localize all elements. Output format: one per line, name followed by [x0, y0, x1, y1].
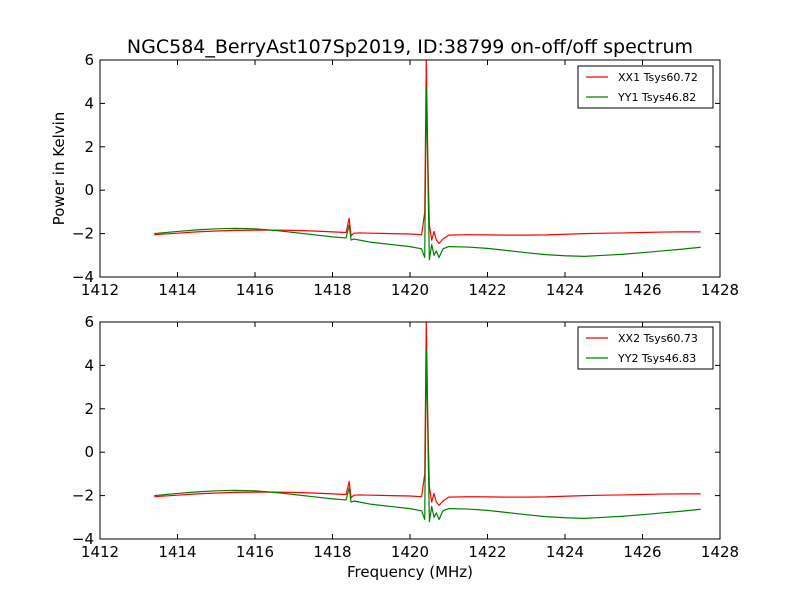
y-tick-label: −2	[72, 487, 94, 505]
x-tick-label: 1420	[391, 543, 429, 561]
legend-label: YY1 Tsys46.82	[617, 91, 696, 104]
bottom-panel: 1412 1414 1416 1418 1420 1422 1424 1426 1428 −4 −2…	[72, 313, 739, 581]
legend-label: YY2 Tsys46.83	[617, 352, 696, 365]
legend-box	[577, 326, 714, 370]
y-tick-label: 2	[84, 400, 94, 418]
x-tick-label: 1424	[546, 281, 584, 299]
y-tick-label: 4	[84, 94, 94, 112]
y-tick-label: 4	[84, 356, 94, 374]
legend-label: XX1 Tsys60.72	[618, 71, 698, 84]
y-tick-label: −2	[72, 225, 94, 243]
y-tick-label: −4	[72, 530, 94, 548]
series-line-yy	[154, 87, 701, 261]
x-tick-label: 1412	[81, 281, 119, 299]
x-tick-label: 1422	[468, 543, 506, 561]
y-tick-label: 6	[84, 313, 94, 331]
y-tick-label: −4	[72, 268, 94, 286]
y-tick-label: 6	[84, 51, 94, 69]
x-tick-label: 1414	[158, 281, 196, 299]
series-lines	[154, 60, 701, 261]
x-axis-label: Frequency (MHz)	[347, 563, 473, 581]
x-tick-label: 1428	[701, 543, 739, 561]
figure-title: NGC584_BerryAst107Sp2019, ID:38799 on-of…	[127, 36, 693, 58]
legend-label: XX2 Tsys60.73	[618, 332, 698, 345]
series-lines	[154, 322, 701, 523]
x-tick-label: 1424	[546, 543, 584, 561]
x-tick-label: 1420	[391, 281, 429, 299]
x-tick-label: 1416	[236, 543, 274, 561]
x-tick-label: 1422	[468, 281, 506, 299]
top-panel: 1412 1414 1416 1418 1420 1422 1424 1426 1428 −4 −2…	[50, 51, 739, 299]
x-tick-label: 1426	[623, 543, 661, 561]
legend: XX1 Tsys60.72 YY1 Tsys46.82	[577, 65, 714, 109]
legend-box	[577, 65, 714, 109]
x-tick-label: 1412	[81, 543, 119, 561]
y-axis-label: Power in Kelvin	[50, 112, 68, 226]
y-tick-label: 0	[84, 181, 94, 199]
y-tick-label: 0	[84, 443, 94, 461]
series-line-yy	[154, 349, 701, 523]
y-tick-label: 2	[84, 138, 94, 156]
x-tick-label: 1416	[236, 281, 274, 299]
x-tick-label: 1418	[313, 543, 351, 561]
x-tick-label: 1426	[623, 281, 661, 299]
x-tick-label: 1414	[158, 543, 196, 561]
legend: XX2 Tsys60.73 YY2 Tsys46.83	[577, 326, 714, 370]
x-tick-label: 1418	[313, 281, 351, 299]
x-tick-label: 1428	[701, 281, 739, 299]
